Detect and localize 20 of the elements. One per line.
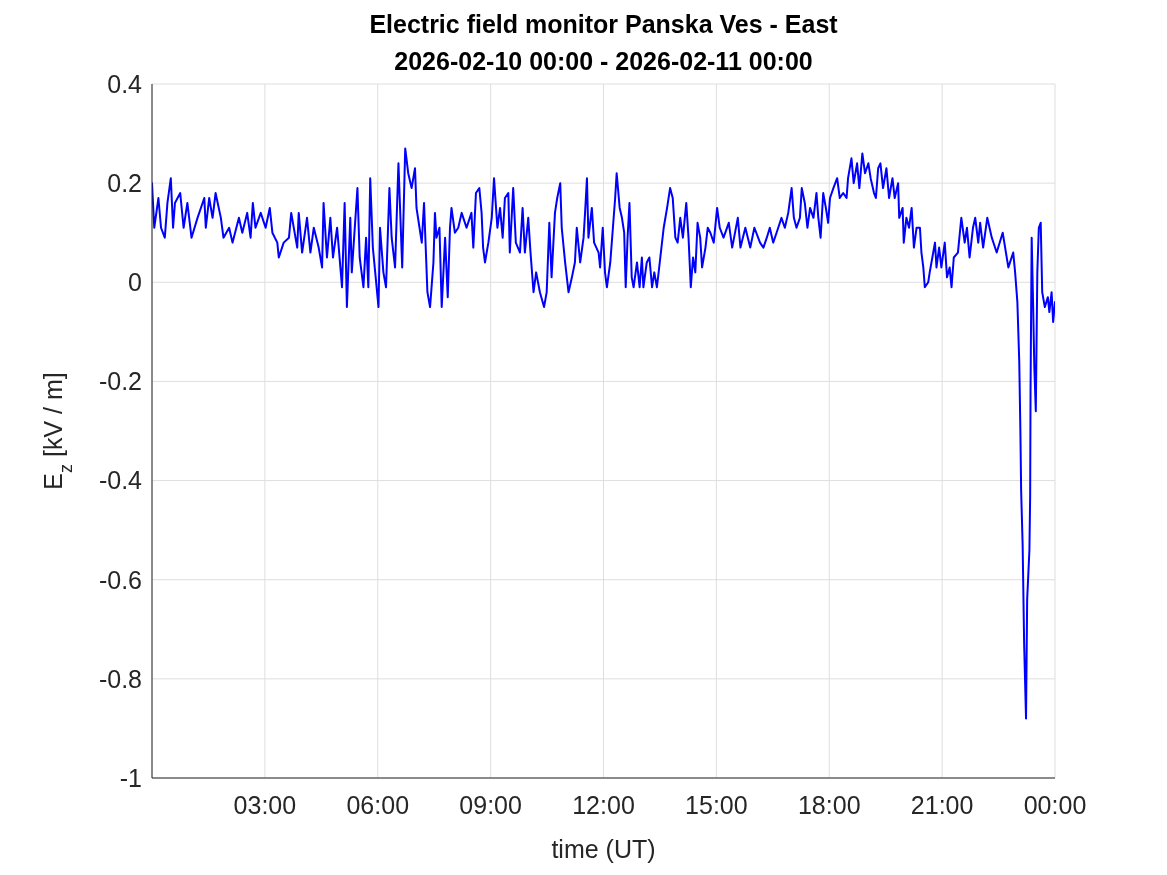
y-tick-label: -0.8 xyxy=(98,664,142,693)
y-tick-label: 0.4 xyxy=(107,69,143,98)
chart-title: Electric field monitor Panska Ves - East xyxy=(368,9,839,40)
x-tick-label: 00:00 xyxy=(1023,790,1087,819)
x-tick-label: 15:00 xyxy=(685,790,748,819)
y-tick-label: -0.4 xyxy=(98,466,143,495)
y-tick-label: 0 xyxy=(128,268,142,297)
y-tick-label: 0.2 xyxy=(107,169,142,198)
y-tick-label: -0.6 xyxy=(98,565,142,594)
chart-subtitle: 2026-02-10 00:00 - 2026-02-11 00:00 xyxy=(393,46,814,77)
y-tick-label: -1 xyxy=(119,763,142,792)
x-tick-label: 18:00 xyxy=(797,790,861,819)
line-series xyxy=(152,147,1055,720)
x-tick-label: 21:00 xyxy=(910,790,974,819)
x-tick-label: 12:00 xyxy=(572,790,635,819)
y-tick-label: -0.2 xyxy=(98,367,142,396)
x-tick-label: 03:00 xyxy=(233,790,297,819)
x-tick-label: 09:00 xyxy=(459,790,522,819)
x-axis-title: time (UT) xyxy=(551,835,656,863)
x-tick-label: 06:00 xyxy=(346,790,410,819)
